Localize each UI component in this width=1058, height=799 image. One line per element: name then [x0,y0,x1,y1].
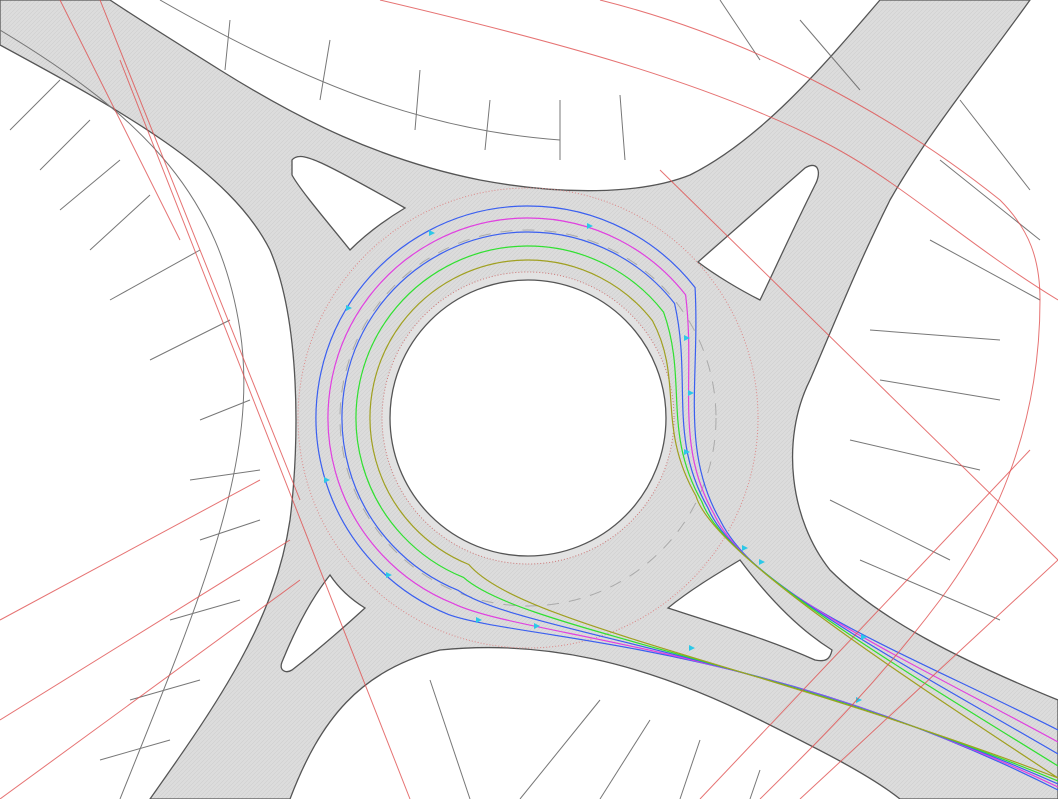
direction-arrow [386,572,392,578]
lot-line [929,239,1041,301]
direction-arrow [689,645,695,651]
lot-line [99,739,171,761]
property-line [99,0,301,501]
direction-arrow [476,617,482,623]
direction-arrow [587,223,593,229]
swept-path [341,231,1058,785]
lot-line [224,19,231,71]
lot-line [9,79,61,131]
lot-line [169,599,241,621]
property-line [59,0,181,241]
central-island [389,279,667,557]
lot-line [414,69,421,131]
lot-line [59,159,121,211]
lot-line [519,699,601,799]
direction-arrow [759,559,765,565]
lot-line [959,99,1031,191]
property-line [119,59,411,799]
lot-line [39,119,91,171]
lot-line [429,679,471,799]
direction-arrow [324,477,330,483]
property-line [699,449,1031,799]
swept-path [315,205,1058,791]
lot-line [159,0,561,141]
lot-line [749,769,761,799]
splitter-island [666,559,833,662]
direction-arrow [346,305,352,311]
property-line [0,539,291,721]
lot-line [829,499,951,561]
splitter-island [280,573,367,673]
direction-arrow [688,390,694,396]
direction-arrow [861,634,867,640]
lot-line [679,739,701,799]
swept-paths [315,205,1058,791]
direction-arrow [429,230,435,236]
direction-arrow [684,449,690,455]
direction-arrow [684,335,690,341]
lot-line [939,159,1041,241]
lot-line [869,329,1001,341]
direction-arrow [742,545,748,551]
lot-line [199,399,251,421]
lot-line [799,19,861,91]
property-line [0,579,301,799]
lot-line [109,249,201,301]
lot-line [319,39,331,101]
splitter-island [291,155,407,251]
swept-path [327,217,1058,788]
property-line [0,479,261,621]
lot-line [199,519,261,541]
lot-line [719,0,761,61]
direction-arrow [534,623,540,629]
lot-line [149,319,231,361]
lot-line [484,99,491,151]
property-line [599,0,1041,799]
lot-line [619,94,626,161]
lot-line [189,469,261,481]
swept-path [369,259,1058,779]
property-line [379,0,1058,301]
lane-line [339,229,717,607]
lot-line [879,379,1001,401]
property-line [659,169,1058,561]
lot-line [129,679,201,701]
property-line [799,559,1058,799]
lot-line [89,194,151,251]
splitter-island [696,164,819,301]
kerb-line [297,187,759,649]
lot-line [0,29,245,799]
lot-line [849,439,981,471]
swept-path [355,245,1058,782]
lot-line [599,719,651,799]
lot-line [859,559,1001,621]
